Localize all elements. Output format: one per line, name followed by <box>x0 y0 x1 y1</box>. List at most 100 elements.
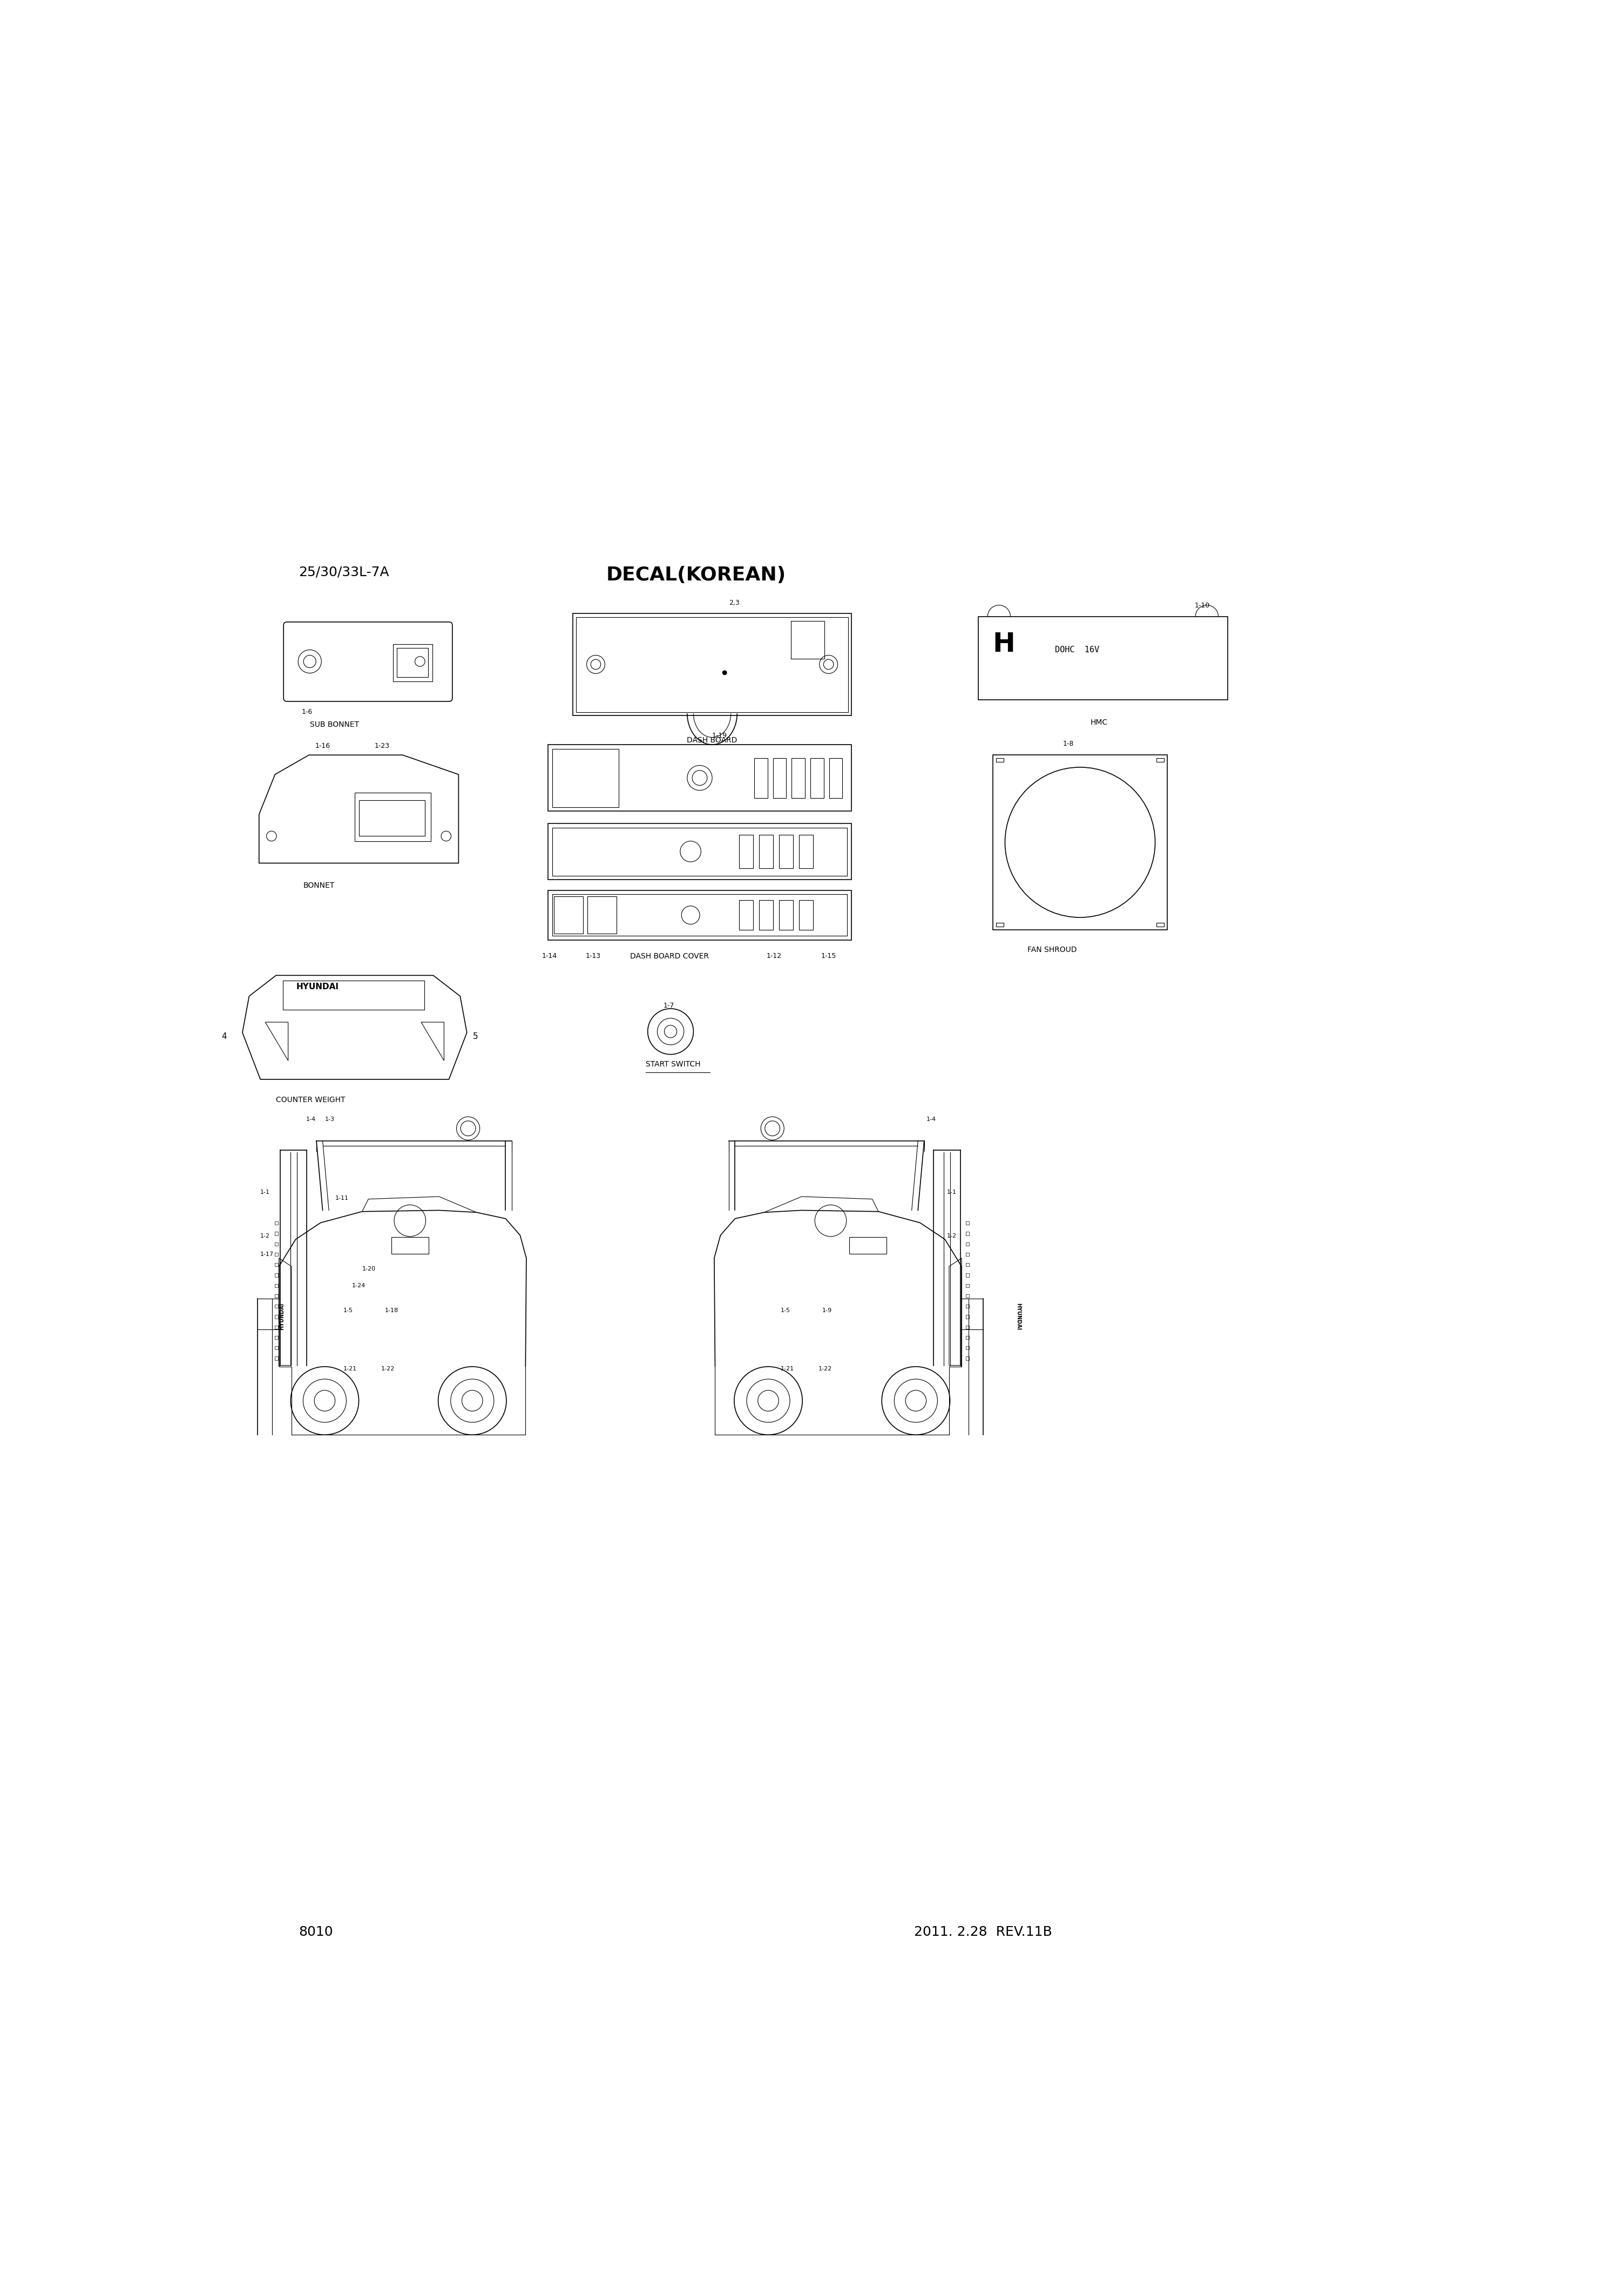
Text: 1-13: 1-13 <box>585 953 601 960</box>
Bar <box>274 1241 278 1246</box>
Text: 1-1: 1-1 <box>947 1189 957 1195</box>
Bar <box>547 824 851 879</box>
Bar <box>1156 758 1164 763</box>
Text: DASH BOARD: DASH BOARD <box>687 737 737 744</box>
Text: DASH BOARD COVER: DASH BOARD COVER <box>630 953 708 960</box>
Bar <box>978 616 1228 701</box>
Bar <box>547 891 851 939</box>
Circle shape <box>734 1367 802 1436</box>
Text: 2,3: 2,3 <box>729 600 739 607</box>
Bar <box>966 1264 970 1266</box>
Circle shape <box>304 1379 346 1422</box>
Bar <box>274 1356 278 1360</box>
Text: 25/30/33L-7A: 25/30/33L-7A <box>299 566 390 579</box>
Bar <box>274 1294 278 1298</box>
Bar <box>966 1253 970 1255</box>
Bar <box>577 616 848 712</box>
Bar <box>573 614 851 714</box>
Bar <box>274 1273 278 1278</box>
Bar <box>588 895 617 934</box>
Bar <box>830 758 843 797</box>
Bar <box>996 923 1004 927</box>
Text: HYUNDAI: HYUNDAI <box>1017 1303 1021 1330</box>
Text: 1-10: 1-10 <box>1194 602 1210 609</box>
Text: START SWITCH: START SWITCH <box>646 1060 700 1067</box>
Text: 1-5: 1-5 <box>343 1308 352 1314</box>
Circle shape <box>291 1367 359 1436</box>
Bar <box>547 744 851 811</box>
Text: 5: 5 <box>473 1033 479 1040</box>
Text: SUB BONNET: SUB BONNET <box>310 721 359 728</box>
Circle shape <box>895 1379 937 1422</box>
Bar <box>966 1335 970 1340</box>
Text: 1-19: 1-19 <box>713 733 728 740</box>
Circle shape <box>882 1367 950 1436</box>
Text: 1-18: 1-18 <box>385 1308 398 1314</box>
Text: 1-1: 1-1 <box>260 1189 270 1195</box>
Bar <box>274 1232 278 1234</box>
Text: HMC: HMC <box>1090 719 1108 726</box>
Text: 1-3: 1-3 <box>325 1118 335 1122</box>
Text: FAN SHROUD: FAN SHROUD <box>1028 946 1077 955</box>
Text: 1-2: 1-2 <box>947 1232 957 1239</box>
Bar <box>274 1335 278 1340</box>
Bar <box>283 980 424 1010</box>
Text: 1-12: 1-12 <box>767 953 781 960</box>
Bar <box>274 1314 278 1319</box>
Bar <box>799 836 814 868</box>
Text: 1-15: 1-15 <box>822 953 836 960</box>
Bar <box>354 792 430 840</box>
Bar <box>393 643 432 682</box>
Bar <box>554 895 583 934</box>
Text: H: H <box>992 632 1015 657</box>
Bar <box>396 648 429 678</box>
Bar <box>1156 923 1164 927</box>
Bar <box>274 1347 278 1349</box>
Text: 1-17: 1-17 <box>260 1253 274 1257</box>
Bar <box>966 1314 970 1319</box>
Bar <box>996 758 1004 763</box>
Bar <box>966 1285 970 1287</box>
Text: 1-2: 1-2 <box>260 1232 270 1239</box>
Text: DOHC  16V: DOHC 16V <box>1056 646 1099 653</box>
Bar <box>359 802 424 836</box>
Bar <box>966 1326 970 1328</box>
Bar <box>791 621 825 660</box>
Circle shape <box>723 671 726 676</box>
Bar <box>966 1241 970 1246</box>
Text: 2011. 2.28  REV.11B: 2011. 2.28 REV.11B <box>914 1926 1052 1937</box>
Text: 1-20: 1-20 <box>362 1266 375 1271</box>
Text: 1-21: 1-21 <box>781 1367 794 1372</box>
Bar <box>739 900 754 930</box>
Bar <box>810 758 823 797</box>
Bar <box>773 758 786 797</box>
Bar <box>793 758 806 797</box>
Text: 8010: 8010 <box>299 1926 333 1937</box>
Text: HYUNDAI: HYUNDAI <box>279 1303 284 1330</box>
Bar <box>966 1347 970 1349</box>
Bar <box>274 1326 278 1328</box>
Bar <box>966 1294 970 1298</box>
Text: DECAL(KOREAN): DECAL(KOREAN) <box>606 566 786 584</box>
Text: HYUNDAI: HYUNDAI <box>296 982 339 992</box>
Bar <box>758 836 773 868</box>
Bar <box>552 895 848 937</box>
Bar <box>274 1221 278 1225</box>
Text: BONNET: BONNET <box>304 882 335 889</box>
Text: 1-9: 1-9 <box>822 1308 831 1314</box>
Text: 1-14: 1-14 <box>542 953 557 960</box>
Text: 1-23: 1-23 <box>375 742 390 749</box>
Bar <box>754 758 768 797</box>
Circle shape <box>438 1367 507 1436</box>
Bar <box>849 1237 887 1255</box>
Bar <box>739 836 754 868</box>
Bar <box>992 756 1168 930</box>
Text: 1-11: 1-11 <box>335 1195 349 1202</box>
Bar <box>391 1237 429 1255</box>
Text: 1-4: 1-4 <box>926 1118 935 1122</box>
Bar <box>966 1356 970 1360</box>
Circle shape <box>451 1379 494 1422</box>
Bar <box>966 1273 970 1278</box>
Text: 1-5: 1-5 <box>781 1308 791 1314</box>
Text: 1-6: 1-6 <box>302 708 312 714</box>
